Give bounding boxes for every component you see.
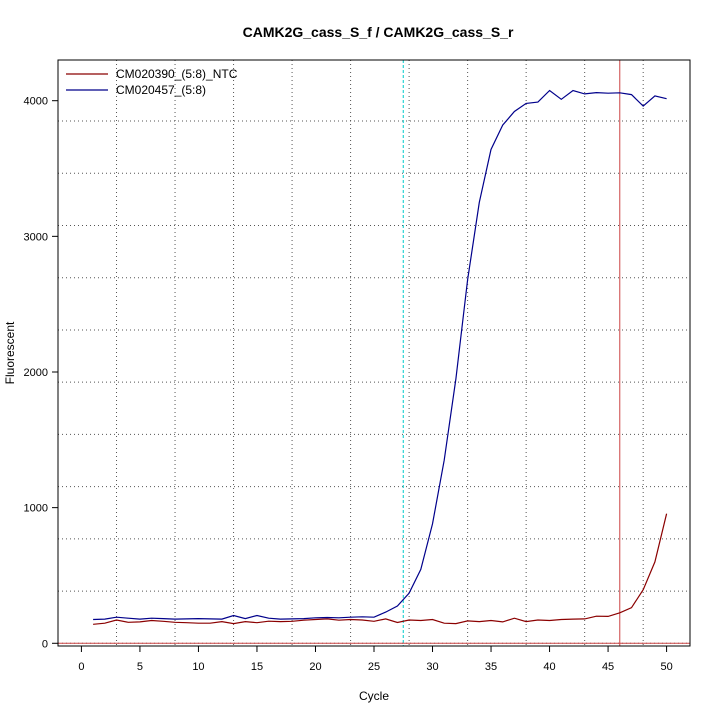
legend: CM020390_(5:8)_NTC CM020457_(5:8) [66,67,238,97]
y-tick-label: 1000 [24,503,48,515]
x-tick-label: 30 [426,661,438,673]
legend-label-2: CM020457_(5:8) [116,83,206,97]
x-tick-label: 40 [543,661,555,673]
plot-frame [57,59,691,647]
reference-lines [58,60,690,646]
grid-layer [58,60,690,646]
y-tick-label: 4000 [24,96,48,108]
y-tick-label: 2000 [24,367,48,379]
x-tick-label: 15 [251,661,263,673]
x-tick-label: 5 [137,661,143,673]
x-tick-label: 35 [485,661,497,673]
series-layer [93,89,668,625]
x-axis: 0 5 10 15 20 25 30 35 40 45 50 [78,646,673,673]
x-tick-label: 25 [368,661,380,673]
x-axis-label: Cycle [359,689,389,703]
y-axis-label: Fluorescent [3,321,17,384]
y-axis: 0 1000 2000 3000 4000 [24,96,58,650]
legend-label-1: CM020390_(5:8)_NTC [116,67,238,81]
series-line-2 [93,89,667,621]
x-tick-label: 0 [78,661,84,673]
x-tick-label: 45 [602,661,614,673]
series-line-1 [93,513,668,625]
chart-title: CAMK2G_cass_S_f / CAMK2G_cass_S_r [243,24,514,40]
x-tick-label: 50 [660,661,672,673]
x-tick-label: 20 [309,661,321,673]
y-tick-label: 0 [42,638,48,650]
y-tick-label: 3000 [24,231,48,243]
x-tick-label: 10 [192,661,204,673]
